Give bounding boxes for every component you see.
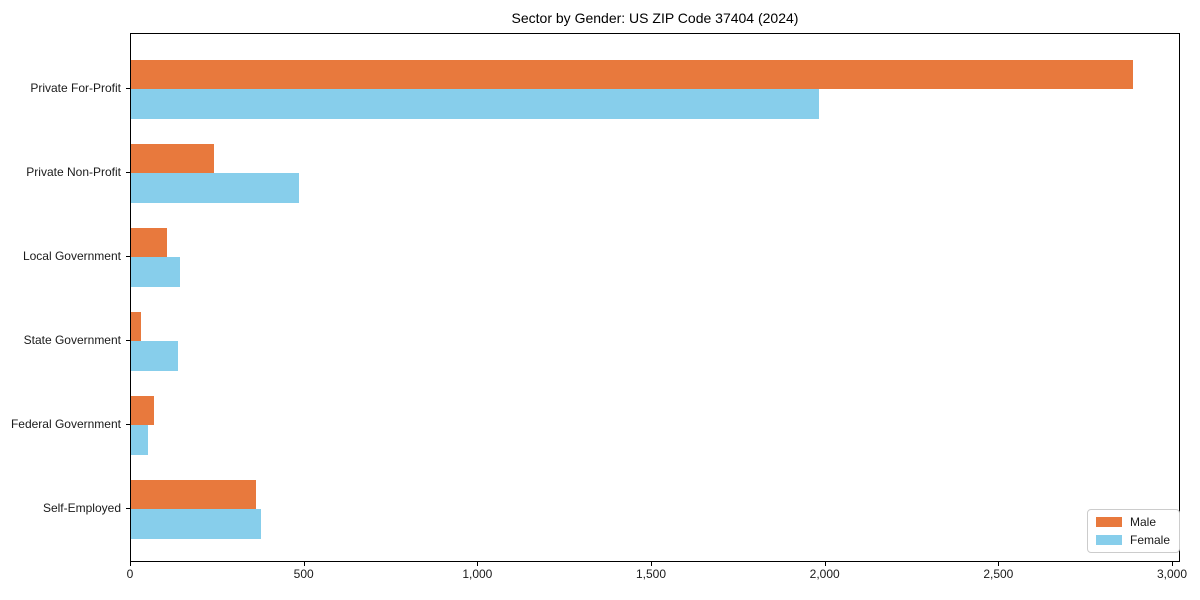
y-tick-mark	[126, 172, 130, 173]
y-tick-label-private-for-profit: Private For-Profit	[30, 81, 121, 95]
bar-female-federal-government	[131, 425, 149, 455]
x-tick-label-3000: 3,000	[1156, 567, 1188, 581]
x-tick-label-0: 0	[126, 567, 134, 581]
bar-male-private-non-profit	[131, 143, 215, 173]
y-tick-label-federal-government: Federal Government	[10, 417, 121, 431]
x-tick-mark	[1172, 562, 1173, 566]
y-tick-label-state-government: State Government	[23, 333, 121, 347]
bar-female-private-for-profit	[131, 89, 819, 119]
x-tick-label-1500: 1,500	[635, 567, 667, 581]
bar-male-private-for-profit	[131, 59, 1134, 89]
y-tick-mark	[126, 424, 130, 425]
x-tick-mark	[824, 562, 826, 566]
legend: Male Female	[1087, 509, 1181, 553]
x-tick-mark	[477, 562, 479, 566]
legend-item-male: Male	[1096, 515, 1170, 529]
x-tick-mark	[651, 562, 652, 566]
bar-male-state-government	[131, 311, 142, 341]
bar-male-federal-government	[131, 395, 154, 425]
chart-title: Sector by Gender: US ZIP Code 37404 (202…	[511, 10, 799, 26]
bar-male-local-government	[131, 227, 168, 257]
bar-male-self-employed	[131, 479, 257, 509]
y-tick-label-self-employed: Self-Employed	[42, 501, 121, 515]
plot-area	[130, 33, 1180, 562]
legend-swatch-male	[1096, 517, 1122, 527]
bar-female-private-non-profit	[131, 173, 300, 203]
x-tick-label-2500: 2,500	[983, 567, 1014, 581]
legend-swatch-female	[1096, 535, 1122, 545]
x-tick-label-2000: 2,000	[809, 567, 840, 581]
legend-label-female: Female	[1130, 533, 1171, 547]
y-tick-mark	[126, 508, 130, 509]
bar-female-state-government	[131, 341, 178, 371]
y-tick-mark	[126, 340, 130, 341]
legend-item-female: Female	[1096, 533, 1170, 547]
x-tick-label-500: 500	[293, 567, 314, 581]
x-tick-label-1000: 1,000	[462, 567, 493, 581]
x-tick-mark	[303, 562, 305, 566]
bar-female-self-employed	[131, 509, 262, 539]
y-tick-mark	[126, 88, 130, 89]
y-tick-mark	[126, 256, 130, 257]
y-tick-label-local-government: Local Government	[22, 249, 121, 263]
x-tick-mark	[130, 562, 131, 566]
legend-label-male: Male	[1130, 515, 1157, 529]
x-tick-mark	[998, 562, 1000, 566]
bar-female-local-government	[131, 257, 180, 287]
y-tick-label-private-non-profit: Private Non-Profit	[26, 165, 121, 179]
